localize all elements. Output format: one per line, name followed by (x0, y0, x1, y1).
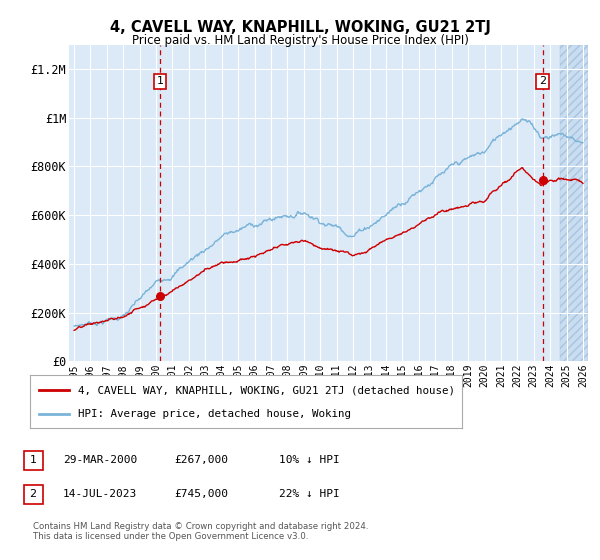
Text: 2: 2 (29, 489, 37, 499)
Text: 2: 2 (539, 76, 546, 86)
Text: HPI: Average price, detached house, Woking: HPI: Average price, detached house, Woki… (77, 408, 350, 418)
Text: 29-MAR-2000: 29-MAR-2000 (63, 455, 137, 465)
Text: £745,000: £745,000 (174, 489, 228, 499)
Text: 10% ↓ HPI: 10% ↓ HPI (279, 455, 340, 465)
Text: 4, CAVELL WAY, KNAPHILL, WOKING, GU21 2TJ (detached house): 4, CAVELL WAY, KNAPHILL, WOKING, GU21 2T… (77, 385, 455, 395)
Text: Price paid vs. HM Land Registry's House Price Index (HPI): Price paid vs. HM Land Registry's House … (131, 34, 469, 46)
Text: 1: 1 (29, 455, 37, 465)
Text: 4, CAVELL WAY, KNAPHILL, WOKING, GU21 2TJ: 4, CAVELL WAY, KNAPHILL, WOKING, GU21 2T… (110, 20, 490, 35)
Bar (560, 45, 588, 361)
Text: 1: 1 (157, 76, 163, 86)
Text: 14-JUL-2023: 14-JUL-2023 (63, 489, 137, 499)
Bar (560, 45, 588, 361)
Text: £267,000: £267,000 (174, 455, 228, 465)
Text: Contains HM Land Registry data © Crown copyright and database right 2024.
This d: Contains HM Land Registry data © Crown c… (33, 522, 368, 542)
Text: 22% ↓ HPI: 22% ↓ HPI (279, 489, 340, 499)
